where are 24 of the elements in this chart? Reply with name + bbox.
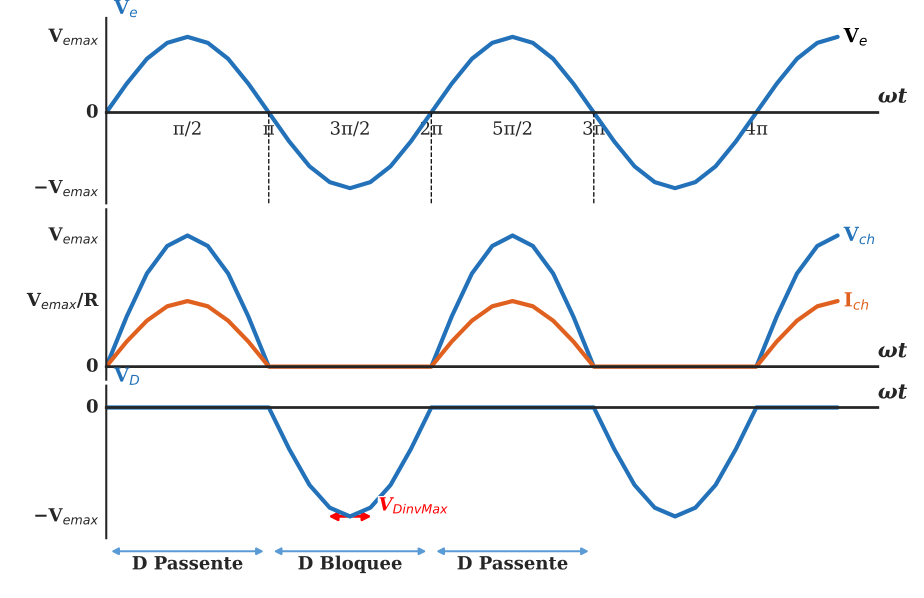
x-tick-label: 3π/2 [330,121,369,136]
x-tick-label: π/2 [173,121,200,136]
annotation: −V$_{emax}$ [35,180,98,196]
annotation: V$_{emax}$ [48,227,98,244]
annotation: V$_{DinvMax}$ [379,497,448,514]
annotation: 0 [86,358,98,372]
annotation: V$_{emax}$ [48,28,98,45]
annotation: 0 [86,104,98,118]
x-tick-label: π [263,125,274,135]
text: D Bloquee [298,556,402,574]
y-axis-title: V$_{e}$ [114,0,138,18]
x-axis-title: ωt [878,343,908,358]
x-axis-title: ωt [878,88,908,103]
annotation: 0 [86,399,98,413]
x-tick-label: 5π/2 [494,121,532,136]
x-axis-title: ωt [878,384,908,399]
annotation: V$_{emax}$/R [26,292,99,310]
y-axis-title: V$_{D}$ [114,367,140,385]
series-label: V$_{ch}$ [844,226,874,244]
text: D Passente [458,556,568,570]
text: D Passente [132,556,242,570]
series-label: I$_{ch}$ [844,292,868,310]
annotation: −V$_{emax}$ [35,508,98,525]
series-label: V$_{e}$ [844,28,867,46]
